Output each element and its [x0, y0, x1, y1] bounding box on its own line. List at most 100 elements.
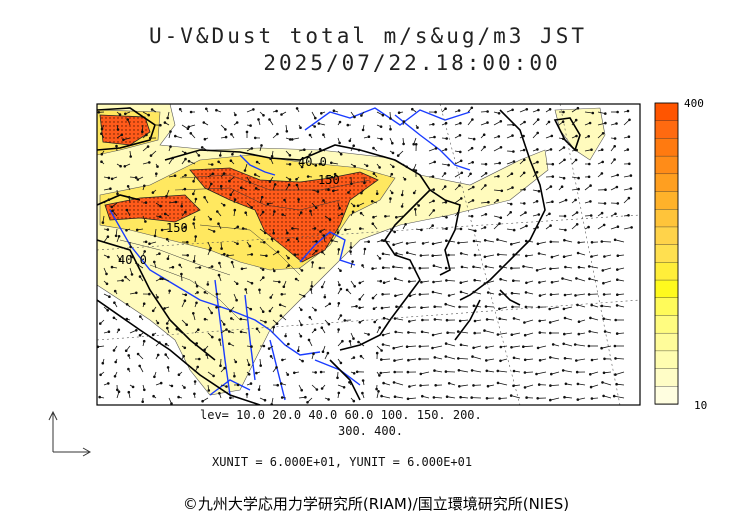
wind-arrow-head: [148, 136, 152, 140]
wind-arrow-head: [590, 241, 594, 244]
wind-arrow-head: [444, 342, 448, 345]
wind-arrow-head: [600, 148, 604, 152]
wind-arrow-head: [330, 239, 334, 242]
wind-arrow: [602, 267, 612, 271]
wind-arrow-head: [616, 173, 619, 177]
wind-arrow-head: [129, 155, 133, 158]
wind-arrow: [486, 358, 495, 361]
timestamp: 2025/07/22.18:00:00: [263, 51, 561, 75]
wind-arrow-head: [392, 243, 395, 247]
wind-arrow-head: [576, 303, 579, 307]
wind-arrow-head: [189, 110, 193, 114]
wind-arrow: [524, 384, 534, 388]
wind-arrow-head: [156, 295, 159, 299]
wind-arrow: [433, 265, 443, 269]
wind-arrow-head: [350, 182, 353, 186]
wind-arrow-head: [536, 242, 540, 246]
wind-arrow-head: [523, 371, 527, 374]
wind-arrow: [485, 239, 495, 243]
wind-arrow-head: [319, 370, 323, 374]
wind-arrow-head: [249, 307, 253, 311]
wind-arrow-head: [576, 382, 580, 386]
wind-arrow-head: [403, 178, 407, 181]
wind-arrow-head: [230, 133, 233, 136]
contour-label: 40.0: [298, 155, 327, 169]
wind-arrow: [523, 266, 534, 269]
wind-arrow-head: [127, 390, 131, 394]
colorbar-max-label: 400: [684, 97, 704, 110]
wind-arrow-head: [574, 118, 578, 122]
wind-arrow-head: [174, 134, 177, 138]
wind-arrow-head: [496, 381, 500, 385]
wind-arrow-head: [152, 394, 155, 398]
wind-arrow-head: [171, 265, 175, 269]
colorbar-cell: [654, 138, 679, 157]
wind-arrow: [472, 370, 482, 373]
wind-arrow-head: [105, 282, 109, 286]
wind-arrow-head: [367, 135, 371, 139]
wind-arrow-head: [183, 346, 187, 350]
wind-arrow-head: [431, 333, 435, 337]
wind-arrow-head: [267, 347, 271, 350]
wind-arrow-head: [236, 383, 240, 387]
wind-arrow-head: [616, 225, 620, 229]
wind-arrow: [393, 345, 404, 349]
wind-arrow-head: [420, 330, 424, 334]
wind-arrow-head: [141, 400, 145, 404]
wind-arrow-head: [186, 254, 190, 257]
wind-arrow: [407, 345, 417, 348]
wind-arrow-head: [445, 227, 448, 231]
wind-arrow-head: [459, 121, 462, 125]
wind-arrow-head: [372, 215, 375, 219]
wind-arrow-head: [601, 160, 604, 164]
wind-arrow-head: [614, 212, 617, 216]
wind-arrow-head: [522, 171, 526, 175]
wind-arrow-head: [444, 121, 448, 125]
wind-arrow-head: [473, 229, 477, 233]
wind-arrow-head: [375, 387, 378, 391]
wind-arrow-head: [195, 301, 198, 305]
wind-arrow-head: [456, 211, 460, 215]
wind-arrow-head: [365, 164, 369, 168]
wind-arrow-head: [473, 253, 477, 257]
colorbar-cell: [654, 279, 679, 299]
wind-arrow-head: [125, 208, 129, 212]
wind-arrow-head: [299, 308, 303, 312]
wind-arrow-head: [381, 252, 385, 256]
wind-arrow-head: [392, 346, 396, 350]
wind-arrow-head: [433, 305, 437, 309]
wind-arrow-head: [576, 398, 580, 401]
wind-arrow-head: [282, 285, 286, 289]
wind-arrow-head: [377, 389, 380, 393]
wind-arrow-head: [156, 321, 160, 325]
wind-arrow-head: [113, 301, 116, 305]
wind-arrow-head: [577, 332, 581, 336]
wind-arrow-head: [510, 333, 514, 337]
wind-arrow-head: [407, 280, 411, 283]
wind-arrow-head: [589, 316, 592, 320]
wind-arrow-head: [118, 113, 122, 116]
wind-arrow-head: [288, 138, 292, 141]
wind-arrow: [493, 189, 502, 192]
wind-arrow: [381, 306, 391, 309]
wind-arrow: [498, 254, 508, 256]
wind-arrow-head: [147, 113, 151, 117]
wind-arrow-head: [628, 118, 631, 122]
wind-arrow-head: [288, 163, 292, 166]
wind-arrow-head: [300, 388, 304, 392]
wind-arrow-head: [626, 148, 630, 151]
wind-arrow-head: [338, 120, 342, 124]
wind-arrow-head: [361, 379, 365, 382]
wind-arrow: [446, 280, 456, 282]
wind-arrow-head: [171, 156, 175, 160]
coastlines: [97, 107, 581, 405]
wind-arrow-head: [347, 191, 350, 194]
wind-arrow: [601, 305, 612, 308]
wind-arrow: [576, 358, 586, 361]
wind-arrow-head: [486, 110, 489, 113]
wind-arrow-head: [421, 318, 424, 322]
wind-arrow-head: [359, 354, 363, 358]
wind-arrow-head: [459, 395, 462, 399]
wind-arrow-head: [131, 255, 134, 259]
wind-arrow-head: [470, 369, 474, 372]
